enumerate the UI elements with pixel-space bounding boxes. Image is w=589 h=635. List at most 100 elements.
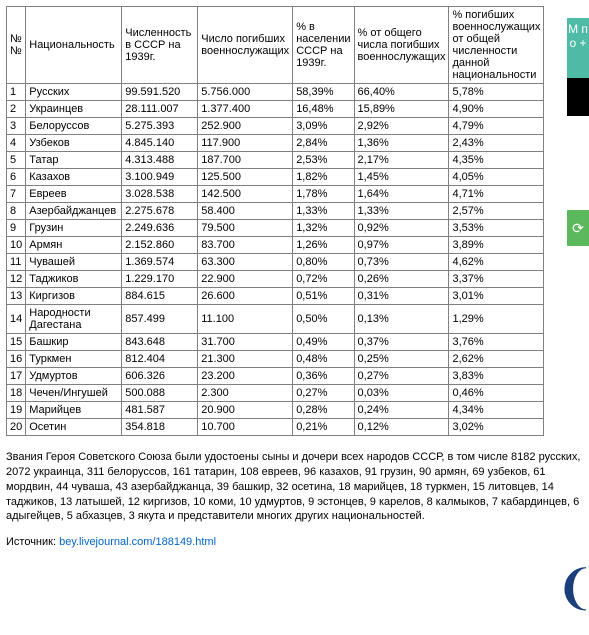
table-cell: 4,71%: [449, 186, 544, 203]
table-row: 9Грузин2.249.63679.5001,32%0,92%3,53%: [7, 220, 544, 237]
table-cell: 2,43%: [449, 135, 544, 152]
table-cell: 1,64%: [354, 186, 449, 203]
table-cell: 354.818: [122, 419, 198, 436]
table-cell: 0,27%: [354, 368, 449, 385]
table-cell: 5.756.000: [198, 84, 293, 101]
col-header-4: % в населении СССР на 1939г.: [293, 7, 354, 84]
table-cell: 1,32%: [293, 220, 354, 237]
table-cell: 6: [7, 169, 26, 186]
table-row: 14Народности Дагестана857.49911.1000,50%…: [7, 305, 544, 334]
table-cell: Грузин: [26, 220, 122, 237]
table-cell: 4.313.488: [122, 152, 198, 169]
table-cell: 10: [7, 237, 26, 254]
table-cell: 1,33%: [354, 203, 449, 220]
table-cell: 0,36%: [293, 368, 354, 385]
table-cell: 0,97%: [354, 237, 449, 254]
table-cell: 843.648: [122, 334, 198, 351]
table-cell: 99.591.520: [122, 84, 198, 101]
table-cell: 1,33%: [293, 203, 354, 220]
table-cell: 3.028.538: [122, 186, 198, 203]
table-row: 13Киргизов884.61526.6000,51%0,31%3,01%: [7, 288, 544, 305]
table-cell: Осетин: [26, 419, 122, 436]
table-cell: 4.845.140: [122, 135, 198, 152]
table-cell: 0,27%: [293, 385, 354, 402]
table-cell: 481.587: [122, 402, 198, 419]
table-cell: 812.404: [122, 351, 198, 368]
table-cell: 9: [7, 220, 26, 237]
table-cell: Марийцев: [26, 402, 122, 419]
table-cell: 16,48%: [293, 101, 354, 118]
table-cell: 1,36%: [354, 135, 449, 152]
table-cell: 857.499: [122, 305, 198, 334]
table-row: 17Удмуртов606.32623.2000,36%0,27%3,83%: [7, 368, 544, 385]
hero-paragraph: Звания Героя Советского Союза были удост…: [6, 450, 583, 524]
table-cell: 15,89%: [354, 101, 449, 118]
table-cell: 2,84%: [293, 135, 354, 152]
table-cell: 1.229.170: [122, 271, 198, 288]
table-cell: 0,46%: [449, 385, 544, 402]
table-cell: Украинцев: [26, 101, 122, 118]
table-cell: 0,25%: [354, 351, 449, 368]
table-body: 1Русских99.591.5205.756.00058,39%66,40%5…: [7, 84, 544, 436]
table-cell: 500.088: [122, 385, 198, 402]
table-cell: 2,17%: [354, 152, 449, 169]
table-cell: 2.249.636: [122, 220, 198, 237]
table-cell: 0,49%: [293, 334, 354, 351]
table-cell: 28.111.007: [122, 101, 198, 118]
table-cell: 22.900: [198, 271, 293, 288]
source-line: Источник: bey.livejournal.com/188149.htm…: [6, 536, 583, 548]
table-cell: 23.200: [198, 368, 293, 385]
table-cell: Евреев: [26, 186, 122, 203]
table-cell: 3,89%: [449, 237, 544, 254]
table-row: 8Азербайджанцев2.275.67858.4001,33%1,33%…: [7, 203, 544, 220]
source-link[interactable]: bey.livejournal.com/188149.html: [59, 536, 216, 548]
table-row: 7Евреев3.028.538142.5001,78%1,64%4,71%: [7, 186, 544, 203]
table-cell: 4,35%: [449, 152, 544, 169]
table-cell: Таджиков: [26, 271, 122, 288]
table-row: 15Башкир843.64831.7000,49%0,37%3,76%: [7, 334, 544, 351]
table-cell: 17: [7, 368, 26, 385]
table-cell: 5: [7, 152, 26, 169]
table-cell: Армян: [26, 237, 122, 254]
table-cell: 1.369.574: [122, 254, 198, 271]
side-widget-top[interactable]: М п о +: [567, 18, 589, 78]
table-row: 6Казахов3.100.949125.5001,82%1,45%4,05%: [7, 169, 544, 186]
table-cell: Казахов: [26, 169, 122, 186]
table-cell: 0,31%: [354, 288, 449, 305]
source-label: Источник:: [6, 536, 59, 548]
table-row: 5Татар4.313.488187.7002,53%2,17%4,35%: [7, 152, 544, 169]
table-cell: 4,79%: [449, 118, 544, 135]
table-cell: 0,72%: [293, 271, 354, 288]
table-cell: 4,34%: [449, 402, 544, 419]
table-cell: 26.600: [198, 288, 293, 305]
table-cell: 0,80%: [293, 254, 354, 271]
table-cell: 3.100.949: [122, 169, 198, 186]
table-cell: 3,83%: [449, 368, 544, 385]
table-cell: 606.326: [122, 368, 198, 385]
table-cell: 3,09%: [293, 118, 354, 135]
table-cell: 2.152.860: [122, 237, 198, 254]
table-cell: 58.400: [198, 203, 293, 220]
side-widget-refresh[interactable]: ⟳: [567, 210, 589, 246]
table-cell: 0,48%: [293, 351, 354, 368]
table-cell: 11: [7, 254, 26, 271]
table-row: 11Чувашей1.369.57463.3000,80%0,73%4,62%: [7, 254, 544, 271]
table-cell: 142.500: [198, 186, 293, 203]
table-cell: 63.300: [198, 254, 293, 271]
table-row: 16Туркмен812.40421.3000,48%0,25%2,62%: [7, 351, 544, 368]
table-cell: 11.100: [198, 305, 293, 334]
col-header-2: Численность в СССР на 1939г.: [122, 7, 198, 84]
table-cell: Белоруссов: [26, 118, 122, 135]
table-row: 12Таджиков1.229.17022.9000,72%0,26%3,37%: [7, 271, 544, 288]
table-header: № №НациональностьЧисленность в СССР на 1…: [7, 7, 544, 84]
table-cell: 1,82%: [293, 169, 354, 186]
col-header-5: % от общего числа погибших военнослужащи…: [354, 7, 449, 84]
table-row: 18Чечен/Ингушей500.0882.3000,27%0,03%0,4…: [7, 385, 544, 402]
table-cell: 3,76%: [449, 334, 544, 351]
side-widget-top-dark: [567, 78, 589, 116]
table-cell: 2.300: [198, 385, 293, 402]
table-cell: 10.700: [198, 419, 293, 436]
table-cell: 1,78%: [293, 186, 354, 203]
table-row: 3Белоруссов5.275.393252.9003,09%2,92%4,7…: [7, 118, 544, 135]
table-cell: 20: [7, 419, 26, 436]
